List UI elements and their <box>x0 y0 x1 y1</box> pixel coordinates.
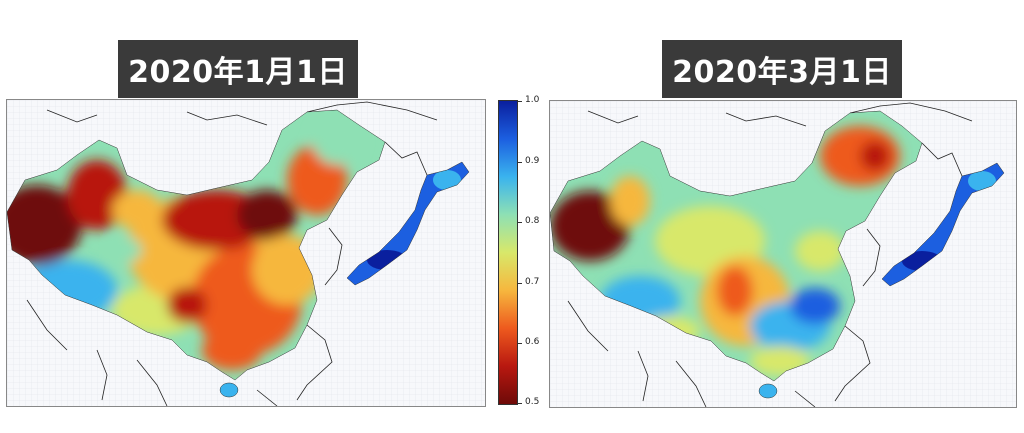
colorbar <box>498 100 518 405</box>
colorbar-tick-label: 0.5 <box>525 397 540 407</box>
colorbar-tick-label: 1.0 <box>525 95 540 105</box>
colorbar-tickmark <box>518 343 522 344</box>
colorbar-tick-label: 0.9 <box>525 156 540 166</box>
map-left <box>6 99 486 407</box>
colorbar-tickmark <box>518 101 522 102</box>
china-outline <box>7 109 386 381</box>
colorbar-tick-label: 0.8 <box>525 216 540 226</box>
map-left-canvas <box>7 100 485 406</box>
coastlines <box>26 101 438 406</box>
colorbar-tickmark <box>518 222 522 223</box>
panel-title-left: 2020年1月1日 <box>118 40 358 98</box>
coastlines <box>567 102 973 407</box>
colorbar-tickmark <box>518 162 522 163</box>
colorbar-tick-label: 0.6 <box>525 337 540 347</box>
colorbar-tickmark <box>518 403 522 404</box>
hainan-island <box>758 383 778 399</box>
hainan-island <box>219 382 239 398</box>
colorbar-tickmark <box>518 283 522 284</box>
map-right-canvas <box>550 101 1016 407</box>
colorbar-tick-label: 0.7 <box>525 277 540 287</box>
china-outline <box>550 110 923 382</box>
panel-title-right: 2020年3月1日 <box>662 40 902 98</box>
map-right <box>549 100 1017 408</box>
